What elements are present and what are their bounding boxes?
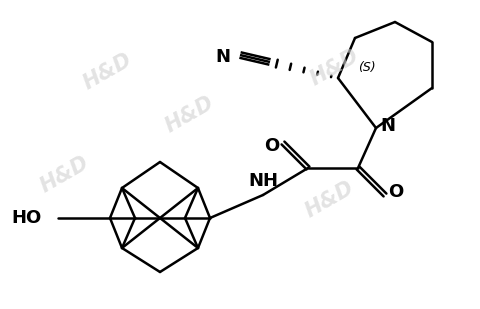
Text: H&D: H&D (302, 178, 358, 222)
Text: (S): (S) (358, 61, 376, 74)
Text: N: N (215, 48, 230, 66)
Text: H&D: H&D (80, 50, 136, 94)
Text: O: O (388, 183, 404, 201)
Text: H&D: H&D (307, 46, 363, 90)
Text: HO: HO (12, 209, 42, 227)
Text: O: O (264, 137, 280, 155)
Text: H&D: H&D (162, 93, 218, 137)
Text: N: N (381, 117, 396, 135)
Text: NH: NH (248, 172, 278, 190)
Text: H&D: H&D (37, 153, 93, 197)
